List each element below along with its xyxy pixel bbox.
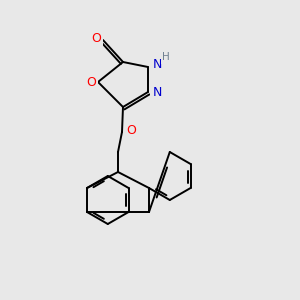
- Text: N: N: [152, 58, 162, 71]
- Text: O: O: [91, 32, 101, 44]
- Text: N: N: [152, 85, 162, 98]
- Text: O: O: [86, 76, 96, 88]
- Text: O: O: [126, 124, 136, 136]
- Text: H: H: [162, 52, 170, 62]
